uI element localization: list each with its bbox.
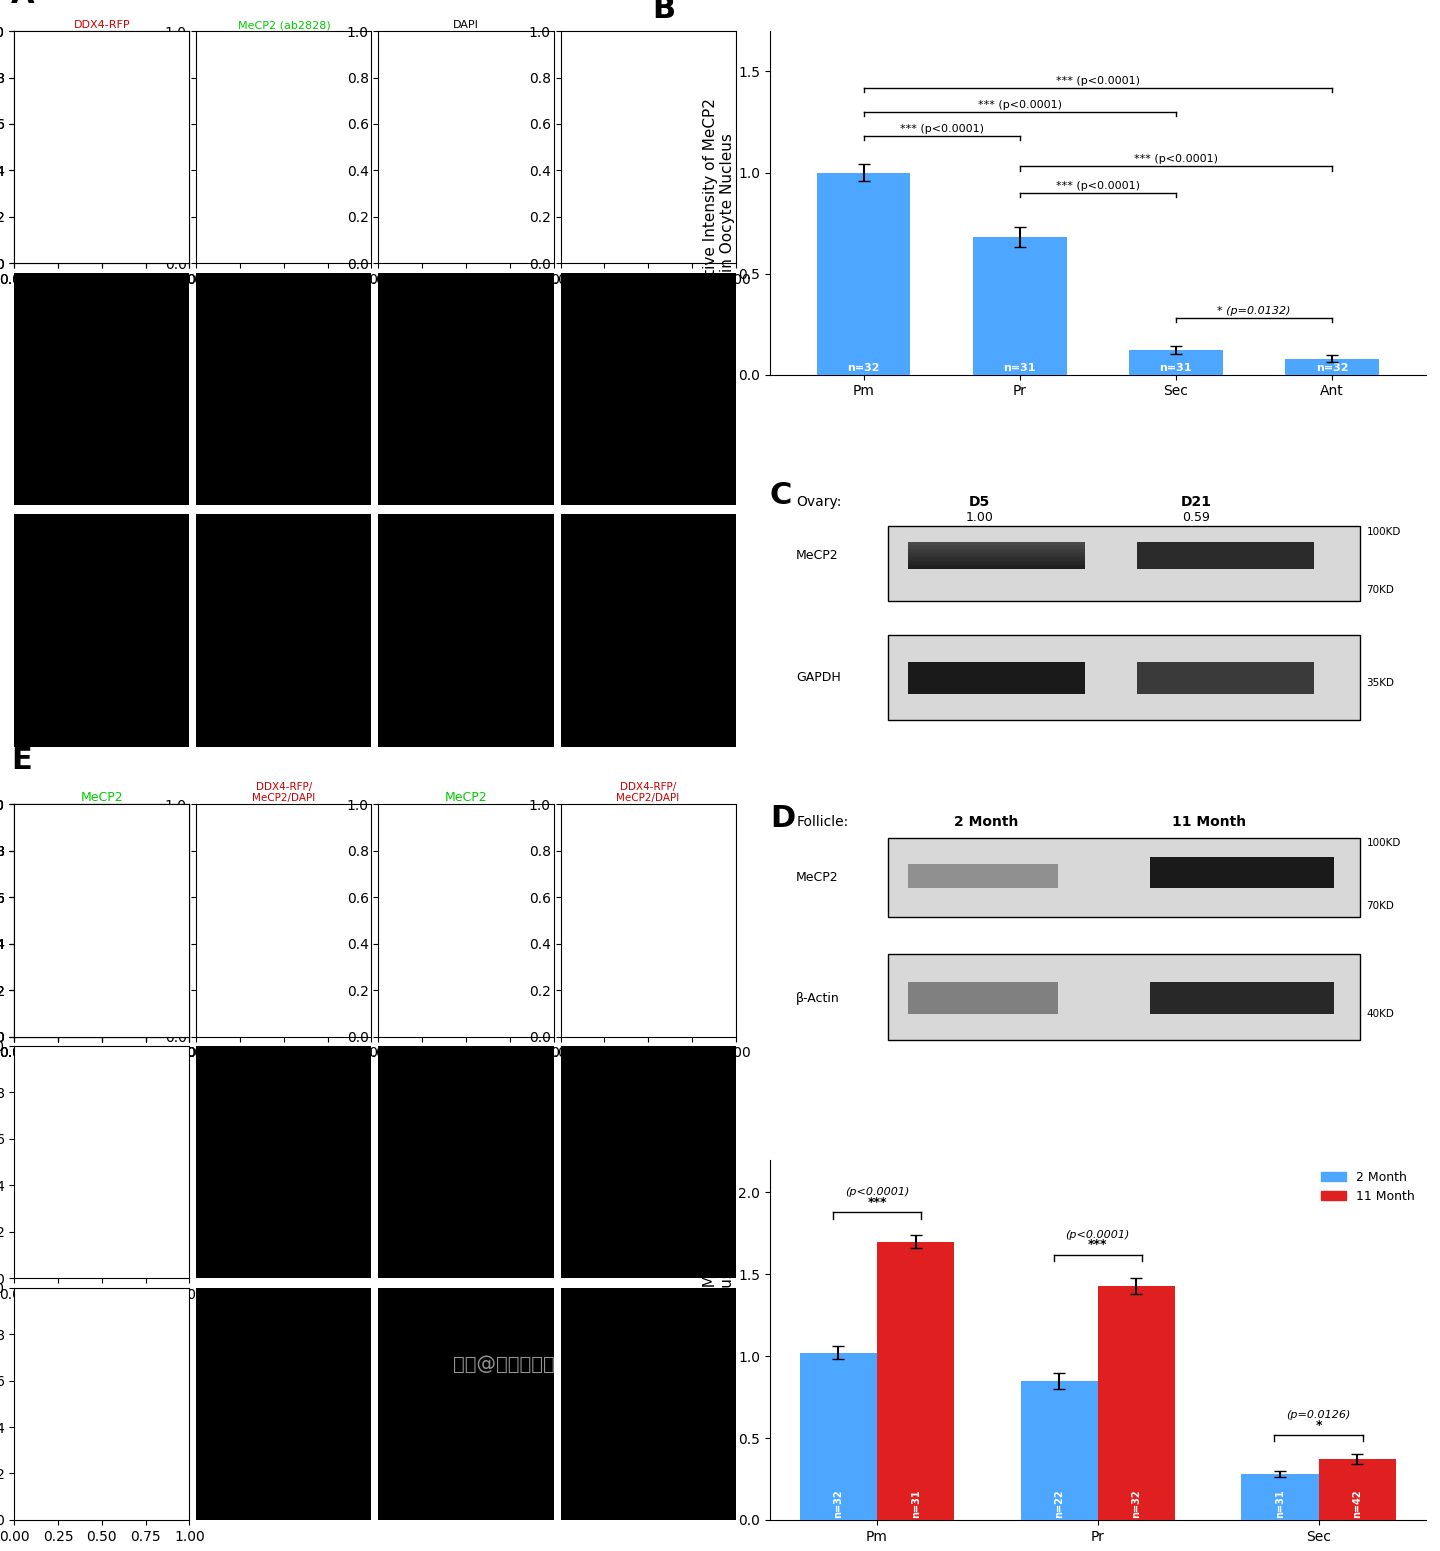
Text: *: *	[1315, 1419, 1322, 1432]
Bar	[888, 838, 1359, 917]
Bar	[1284, 358, 1378, 375]
Bar	[816, 172, 910, 375]
Bar	[1138, 662, 1315, 693]
Text: GAPDH: GAPDH	[796, 672, 841, 684]
Text: 100KD: 100KD	[1367, 839, 1401, 848]
Text: n=32: n=32	[834, 1489, 844, 1518]
Text: (p<0.0001): (p<0.0001)	[845, 1187, 909, 1197]
Text: 2 Month: 2 Month	[955, 814, 1018, 828]
Text: ***: ***	[1089, 1238, 1107, 1252]
Text: F: F	[652, 1123, 672, 1152]
Text: 70KD: 70KD	[1367, 585, 1394, 596]
Bar	[888, 526, 1359, 600]
Bar	[799, 1352, 877, 1520]
Text: D21: D21	[1181, 495, 1211, 509]
Y-axis label: Relative Intensity of MeCP2
in Oocyte Nucleus: Relative Intensity of MeCP2 in Oocyte Nu…	[703, 98, 736, 307]
Bar	[907, 982, 1058, 1014]
Text: (p<0.0001): (p<0.0001)	[1066, 1230, 1130, 1239]
Text: *** (p<0.0001): *** (p<0.0001)	[1133, 155, 1218, 164]
Bar	[907, 864, 1058, 889]
Title: DDX4-RFP/
MeCP2/DAPI: DDX4-RFP/ MeCP2/DAPI	[252, 782, 315, 803]
Text: E: E	[12, 746, 32, 776]
Text: n=31: n=31	[1274, 1489, 1284, 1518]
Title: MeCP2 (ab2828): MeCP2 (ab2828)	[238, 20, 330, 29]
Text: D: D	[770, 803, 795, 833]
Text: 知乎@易基因科技: 知乎@易基因科技	[454, 1356, 554, 1374]
Text: B: B	[652, 0, 675, 25]
Text: n=31: n=31	[910, 1489, 920, 1518]
Text: n=31: n=31	[1159, 363, 1192, 372]
Bar	[1129, 351, 1223, 375]
Bar	[1151, 856, 1333, 889]
Bar	[973, 237, 1067, 375]
Text: 0.59: 0.59	[1182, 510, 1210, 524]
Text: β-Actin: β-Actin	[796, 991, 840, 1005]
Legend: 2 Month, 11 Month: 2 Month, 11 Month	[1316, 1166, 1420, 1208]
Text: 35KD: 35KD	[1367, 678, 1394, 689]
Text: 11 Month: 11 Month	[1172, 814, 1246, 828]
Title: DAPI: DAPI	[454, 20, 480, 29]
Text: n=32: n=32	[1316, 363, 1348, 372]
Bar	[907, 543, 1084, 569]
Bar	[877, 1241, 955, 1520]
Bar	[1241, 1473, 1319, 1520]
Text: Follicle:: Follicle:	[796, 814, 848, 828]
Text: *** (p<0.0001): *** (p<0.0001)	[978, 99, 1061, 110]
Text: *** (p<0.0001): *** (p<0.0001)	[1056, 76, 1140, 85]
Bar	[888, 636, 1359, 720]
Bar	[1319, 1459, 1395, 1520]
Text: Ovary:: Ovary:	[796, 495, 841, 509]
Text: n=42: n=42	[1352, 1489, 1362, 1518]
Text: A: A	[12, 0, 35, 9]
Text: D5: D5	[969, 495, 991, 509]
Bar	[1097, 1286, 1175, 1520]
Text: ***: ***	[867, 1196, 887, 1208]
Title: DDX4-RFP: DDX4-RFP	[73, 20, 130, 29]
Text: 1.00: 1.00	[966, 510, 994, 524]
Text: * (p=0.0132): * (p=0.0132)	[1217, 306, 1290, 316]
Text: 40KD: 40KD	[1367, 1008, 1394, 1019]
Bar	[1021, 1380, 1097, 1520]
Text: n=31: n=31	[1004, 363, 1035, 372]
Y-axis label: Relative Intensity of MeCP2
in Oocyte Nucleus: Relative Intensity of MeCP2 in Oocyte Nu…	[703, 1235, 736, 1444]
Bar	[907, 662, 1084, 693]
Text: (p=0.0126): (p=0.0126)	[1286, 1410, 1351, 1421]
Text: MeCP2: MeCP2	[796, 872, 840, 884]
Text: *** (p<0.0001): *** (p<0.0001)	[900, 124, 984, 133]
Bar	[888, 954, 1359, 1041]
Bar	[1151, 982, 1333, 1014]
Text: *** (p<0.0001): *** (p<0.0001)	[1056, 181, 1140, 191]
Text: 70KD: 70KD	[1367, 901, 1394, 912]
Title: MeCP2: MeCP2	[445, 791, 487, 803]
Text: n=22: n=22	[1054, 1489, 1064, 1518]
Bar	[1138, 543, 1315, 569]
Text: C: C	[770, 481, 792, 510]
Text: n=32: n=32	[1132, 1489, 1142, 1518]
Text: n=32: n=32	[847, 363, 880, 372]
Title: MeCP2: MeCP2	[81, 791, 124, 803]
Text: 100KD: 100KD	[1367, 527, 1401, 537]
Text: MeCP2: MeCP2	[796, 549, 840, 561]
Title: DDX4-RFP/
MeCP2/DAPI: DDX4-RFP/ MeCP2/DAPI	[616, 782, 680, 803]
